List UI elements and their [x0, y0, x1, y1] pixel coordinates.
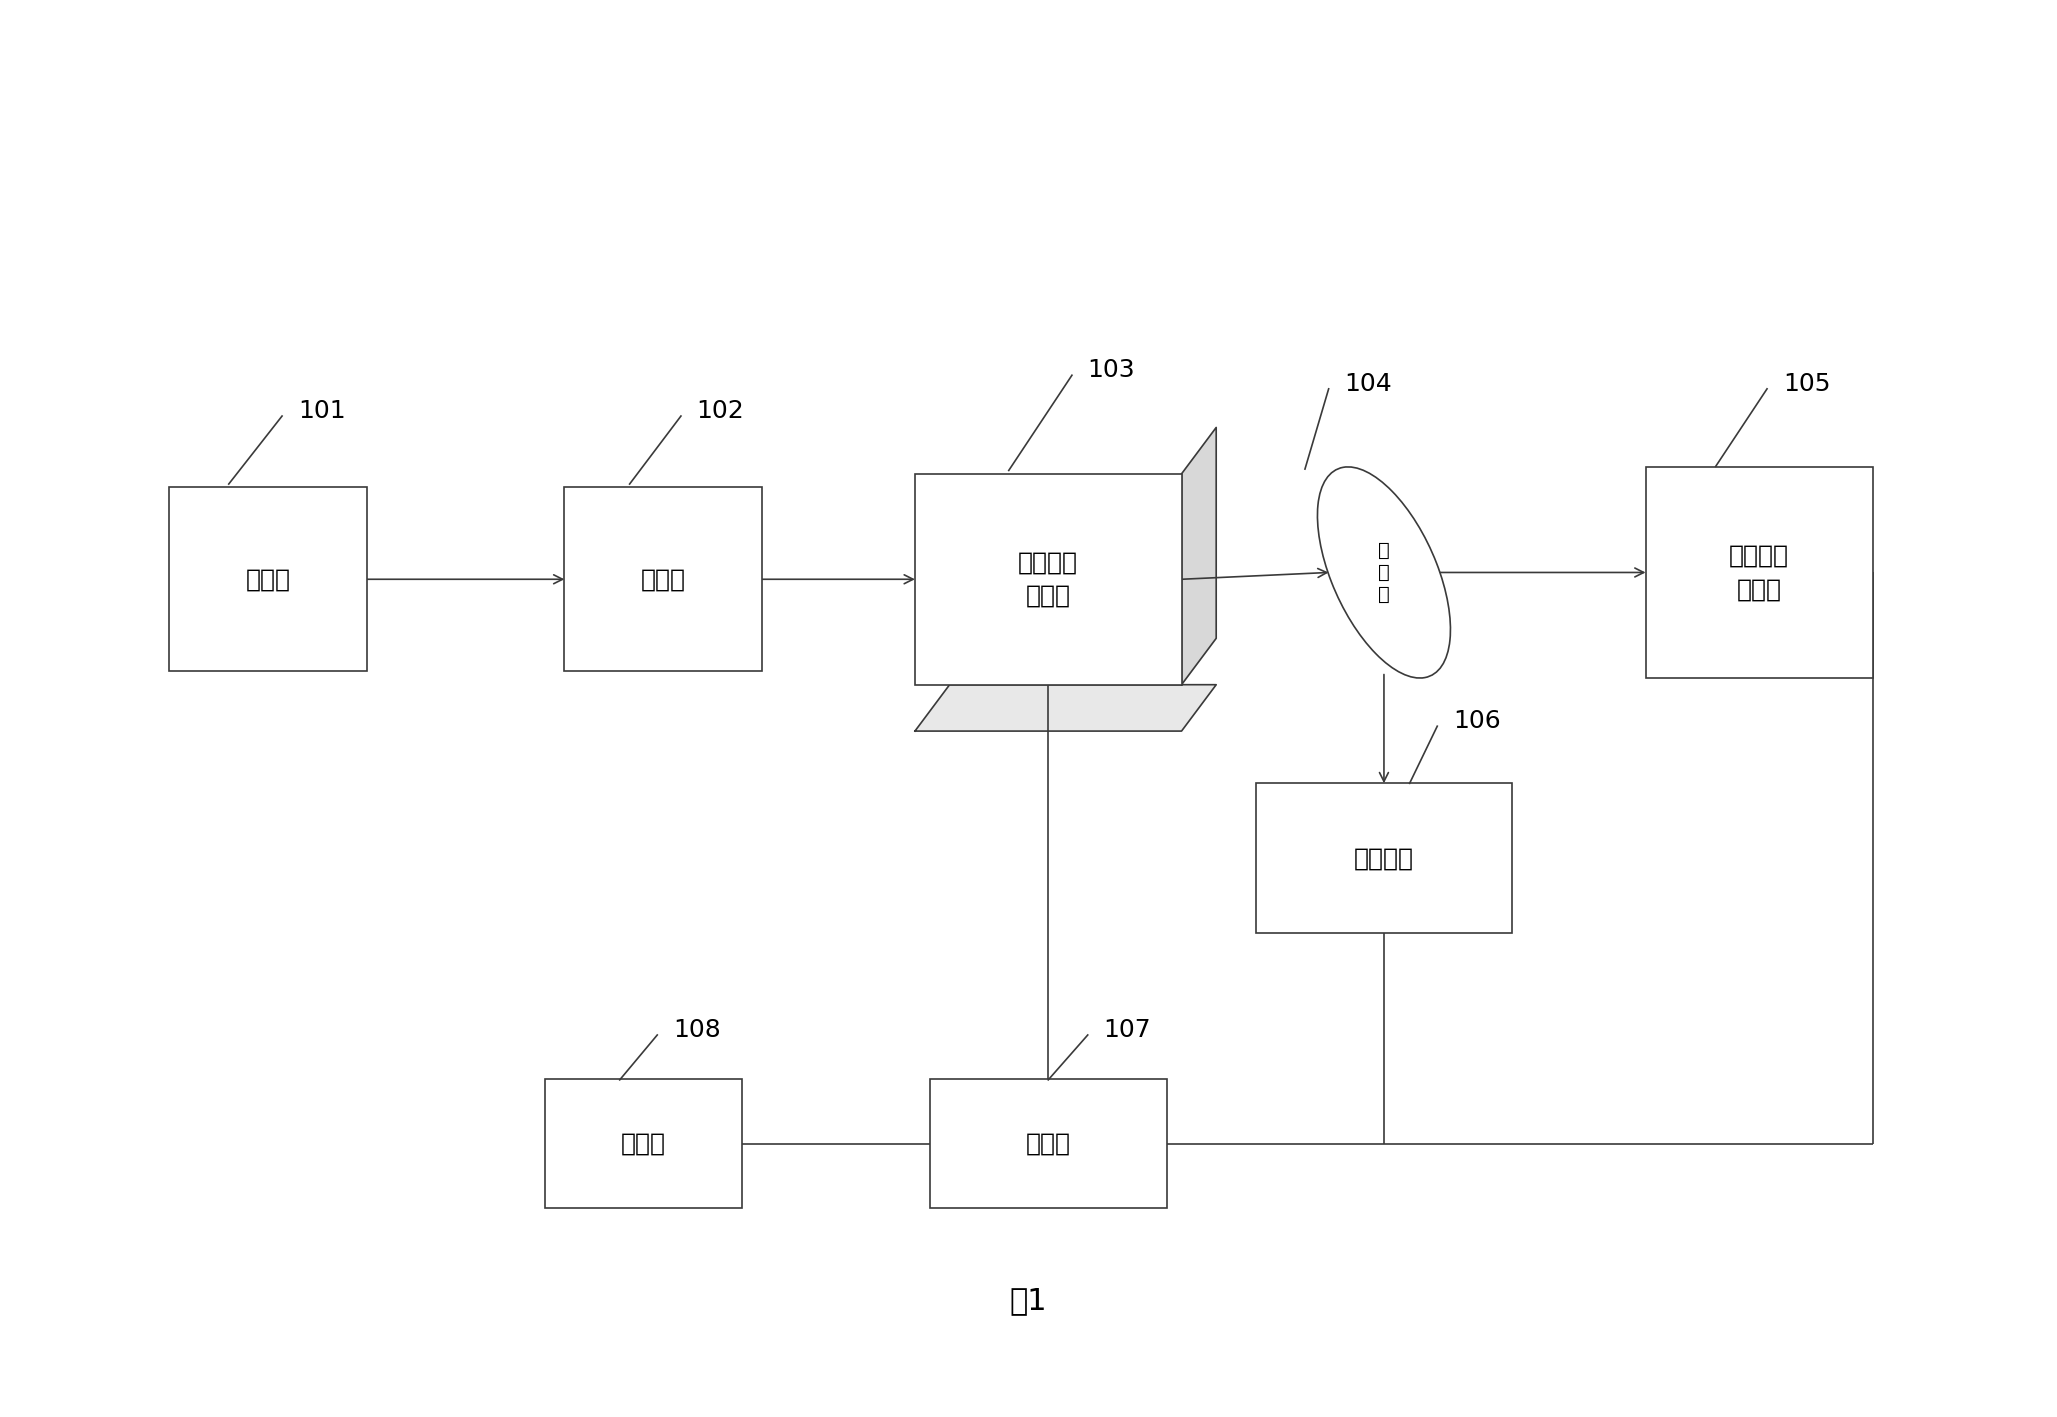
Text: 102: 102: [697, 398, 745, 422]
Bar: [915, 473, 1181, 684]
Text: 扩束镜: 扩束镜: [640, 567, 685, 591]
Text: 单脉冲能
量探头: 单脉冲能 量探头: [1730, 544, 1790, 601]
Text: 106: 106: [1452, 708, 1502, 733]
Text: 功率探头: 功率探头: [1354, 846, 1413, 870]
Bar: [1255, 784, 1512, 932]
Bar: [1646, 468, 1872, 677]
Text: 104: 104: [1345, 371, 1393, 395]
Polygon shape: [1181, 428, 1216, 684]
Text: 103: 103: [1088, 359, 1135, 383]
Bar: [545, 1080, 743, 1209]
Text: 激光器: 激光器: [245, 567, 290, 591]
Text: 108: 108: [673, 1017, 720, 1041]
Ellipse shape: [1316, 468, 1450, 677]
Text: 101: 101: [298, 398, 346, 422]
Bar: [169, 487, 366, 672]
Polygon shape: [915, 684, 1216, 731]
Text: 107: 107: [1103, 1017, 1152, 1041]
Text: 激光能量
调节器: 激光能量 调节器: [1018, 551, 1078, 608]
Bar: [564, 487, 761, 672]
Text: 上位机: 上位机: [621, 1132, 666, 1156]
Text: 采集板: 采集板: [1026, 1132, 1072, 1156]
Bar: [930, 1080, 1166, 1209]
Text: 105: 105: [1783, 371, 1831, 395]
Text: 图1: 图1: [1010, 1285, 1047, 1315]
Text: 分
光
镜: 分 光 镜: [1378, 541, 1391, 604]
